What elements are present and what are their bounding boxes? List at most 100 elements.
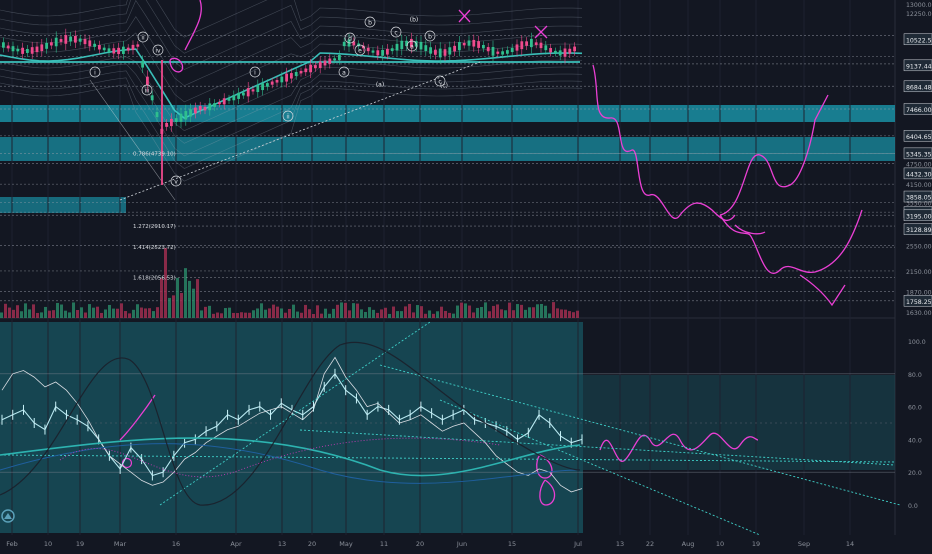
volume-bar (120, 303, 123, 318)
candle-body (78, 38, 82, 42)
candle-body (203, 106, 207, 111)
volume-bar (160, 278, 163, 318)
volume-bar (456, 305, 459, 318)
price-label-box (903, 33, 932, 46)
volume-bar (212, 313, 215, 318)
time-axis-label: 10 (44, 540, 52, 548)
ribbon-band (0, 0, 583, 70)
candle-body (237, 92, 240, 99)
candle-body (270, 81, 274, 85)
volume-bar (472, 312, 475, 318)
volume-bar (452, 313, 455, 318)
ribbon-band (0, 0, 583, 38)
candle-body (376, 50, 380, 56)
price-axis-label: 4150.00 (906, 182, 932, 189)
volume-bar (144, 308, 147, 318)
candle-body (333, 58, 336, 61)
time-axis-label: 16 (172, 540, 180, 548)
candle-body (568, 48, 572, 54)
candle-body (194, 107, 197, 114)
volume-bar (256, 308, 259, 318)
price-axis-label: 4750.00 (906, 162, 932, 169)
osc-trendline (439, 399, 761, 536)
volume-bar (168, 297, 171, 318)
candle-body (366, 47, 370, 52)
volume-bar (516, 304, 519, 318)
volume-bar (436, 311, 439, 318)
candle-body (525, 41, 528, 46)
candle-body (93, 43, 96, 47)
price-axis-label: 1870.00 (906, 290, 932, 297)
candle-body (88, 40, 92, 47)
price-axis-label: 3128.89 (906, 227, 932, 234)
candle-body (453, 45, 456, 52)
candle-body (64, 35, 68, 44)
volume-bar (332, 308, 335, 318)
time-axis-label: 15 (508, 540, 516, 548)
candle-body (155, 112, 159, 118)
candle-body (386, 48, 389, 55)
volume-bar (180, 292, 183, 318)
volume-bar (424, 313, 427, 318)
candle-body (122, 46, 125, 54)
volume-bar (324, 308, 327, 318)
candle-body (563, 48, 567, 57)
volume-bar (400, 311, 403, 318)
volume-bar (284, 312, 287, 318)
price-axis-label: 5345.35 (906, 151, 932, 158)
volume-bar (204, 306, 207, 318)
volume-bar (288, 308, 291, 318)
candle-body (539, 42, 543, 49)
wave-label: iv (155, 48, 161, 55)
candle-body (6, 45, 10, 49)
wave-label: c (438, 79, 441, 86)
candle-body (352, 41, 356, 46)
volume-bar (252, 310, 255, 318)
candle-body (544, 45, 548, 51)
price-axis-label: 9137.44 (906, 63, 932, 70)
volume-bar (500, 309, 503, 318)
candle-body (50, 42, 53, 46)
candle-body (136, 44, 140, 47)
volume-bar (576, 310, 579, 318)
volume-bar (352, 303, 355, 318)
price-label-box (903, 190, 932, 203)
oscillator-axis: 100.0 80.0 60.0 40.0 20.0 0.0 (908, 339, 926, 510)
wave-label: i (254, 70, 256, 77)
x-mark (534, 25, 548, 39)
candle-body (285, 73, 288, 82)
projection-stroke (539, 479, 556, 506)
candle-body (520, 41, 524, 50)
candle-body (30, 47, 34, 54)
wave-label: (c) (440, 83, 448, 90)
candle-body (146, 76, 149, 86)
fib-labels: 0.786(4739.10) 1.272(2910.17) 1.414(2523.7… (133, 152, 895, 282)
wave-label: a (410, 44, 414, 51)
time-axis-label: 19 (76, 540, 84, 548)
wave-circle (390, 26, 402, 38)
candle-body (227, 98, 231, 101)
wave-circle (406, 40, 418, 52)
oscillator-axis-label: 80.0 (908, 372, 922, 379)
candle-body (174, 118, 178, 123)
price-axis: 13000.00 12250.00 10522.51 9137.44 8684.48 74… (903, 2, 932, 317)
wave-label: e (358, 48, 362, 55)
tradingview-logo-icon[interactable] (1, 509, 15, 523)
time-axis-label: 13 (278, 540, 286, 548)
candle-body (189, 109, 192, 117)
osc-trendline (299, 429, 896, 466)
projection-stroke (734, 224, 766, 235)
candle-body (467, 40, 471, 46)
candle-body (419, 41, 423, 50)
candle-body (107, 48, 111, 53)
volume-bar (156, 307, 159, 318)
volume-bar (72, 302, 75, 318)
volume-bar (64, 310, 67, 318)
projection-stroke (592, 64, 736, 222)
wave-circle (89, 66, 101, 78)
volume-bar (528, 307, 531, 318)
wave-label: ii (141, 35, 145, 42)
volume-bar (520, 304, 523, 318)
projection-stroke (184, 0, 202, 51)
